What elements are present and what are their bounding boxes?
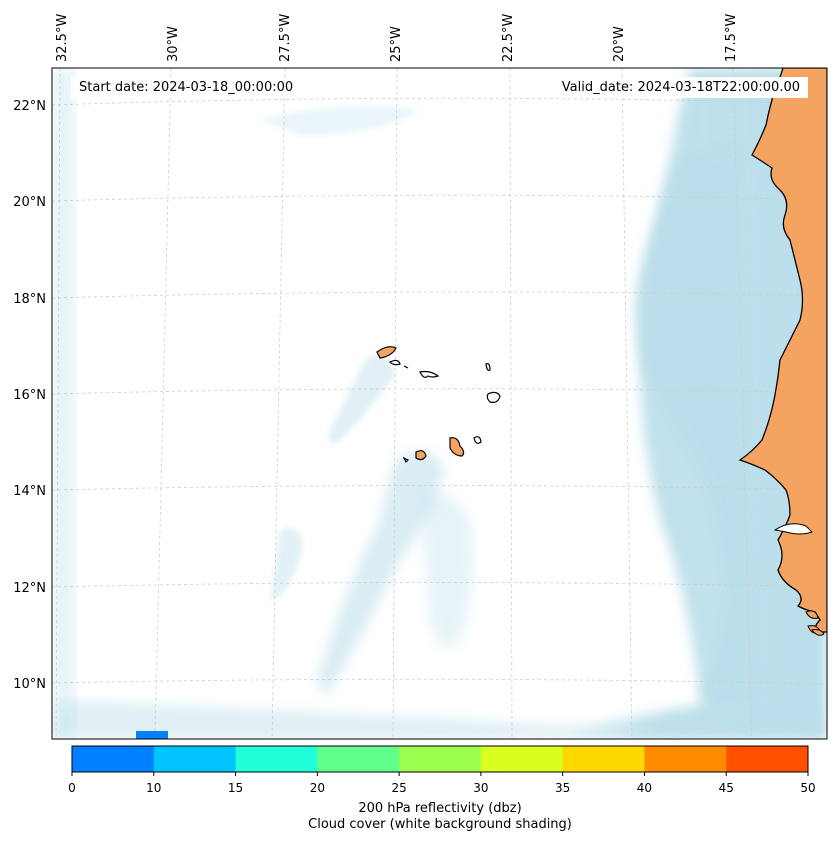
santiago-island [449,437,465,457]
colorbar-tick-label: 30 [473,781,488,795]
colorbar-tick-label: 40 [637,781,652,795]
map-frame [51,67,828,740]
lon-label: 32.5°W [55,14,70,62]
sal-island [485,363,491,371]
colorbar-tick-label: 35 [555,781,570,795]
valid-date-label: Valid_date: 2024-03-18T22:00:00.00 [553,77,808,98]
colorbar-segment [317,746,400,772]
senegal-river-inlet [773,523,813,535]
colorbar-segment [72,746,155,772]
lat-label: 18°N [13,292,46,307]
colorbar-tick-label: 0 [68,781,76,795]
lat-label: 16°N [13,388,46,403]
graticule [52,68,827,739]
colorbar-segment [562,746,645,772]
colorbar-tick-label: 45 [719,781,734,795]
lon-label: 22.5°W [501,14,516,62]
fogo-island [415,450,427,461]
colorbar-tick-label: 15 [228,781,243,795]
map-layers [52,68,827,739]
colorbar-segment [726,746,809,772]
colorbar-segment [235,746,318,772]
start-date-label: Start date: 2024-03-18_00:00:00 [71,77,302,98]
lon-label: 17.5°W [724,14,739,62]
lat-label: 22°N [13,99,46,114]
colorbar-segment [480,746,564,772]
boa-vista-island [486,391,501,403]
colorbar-segment [153,746,237,772]
sao-vicente-island [388,359,401,366]
santo-antao-island [376,346,397,359]
lat-label: 20°N [13,195,46,210]
lon-label: 25°W [389,26,404,62]
africa-land [738,68,827,633]
colorbar-tick-label: 10 [146,781,161,795]
lon-label: 30°W [166,26,181,62]
santa-luzia-island [403,365,409,369]
latitude-labels: 22°N 20°N 18°N 16°N 14°N 12°N 10°N [13,99,46,692]
sao-nicolau-island [419,370,440,378]
bijagos-island [805,610,819,619]
colorbar-title: 200 hPa reflectivity (dbz) [358,801,522,816]
brava-island [402,456,410,464]
colorbar-border [71,745,809,773]
lat-label: 10°N [13,677,46,692]
maio-island [473,436,482,444]
cloud-cover-shading [52,68,827,739]
reflectivity-patch [136,731,168,739]
lon-label: 20°W [612,26,627,62]
colorbar-segment [644,746,727,772]
lat-label: 14°N [13,484,46,499]
cape-verde-islands [376,346,501,464]
colorbar: 0 10 15 20 25 30 35 40 45 50 [68,745,816,795]
lon-label: 27.5°W [278,14,293,62]
longitude-labels: 32.5°W 30°W 27.5°W 25°W 22.5°W 20°W 17.5… [55,14,739,62]
colorbar-segment [399,746,482,772]
colorbar-subtitle: Cloud cover (white background shading) [308,817,572,832]
colorbar-tick-label: 20 [310,781,325,795]
lat-label: 12°N [13,581,46,596]
bijagos-island [811,629,825,636]
colorbar-tick-label: 50 [800,781,815,795]
colorbar-tick-label: 25 [391,781,406,795]
